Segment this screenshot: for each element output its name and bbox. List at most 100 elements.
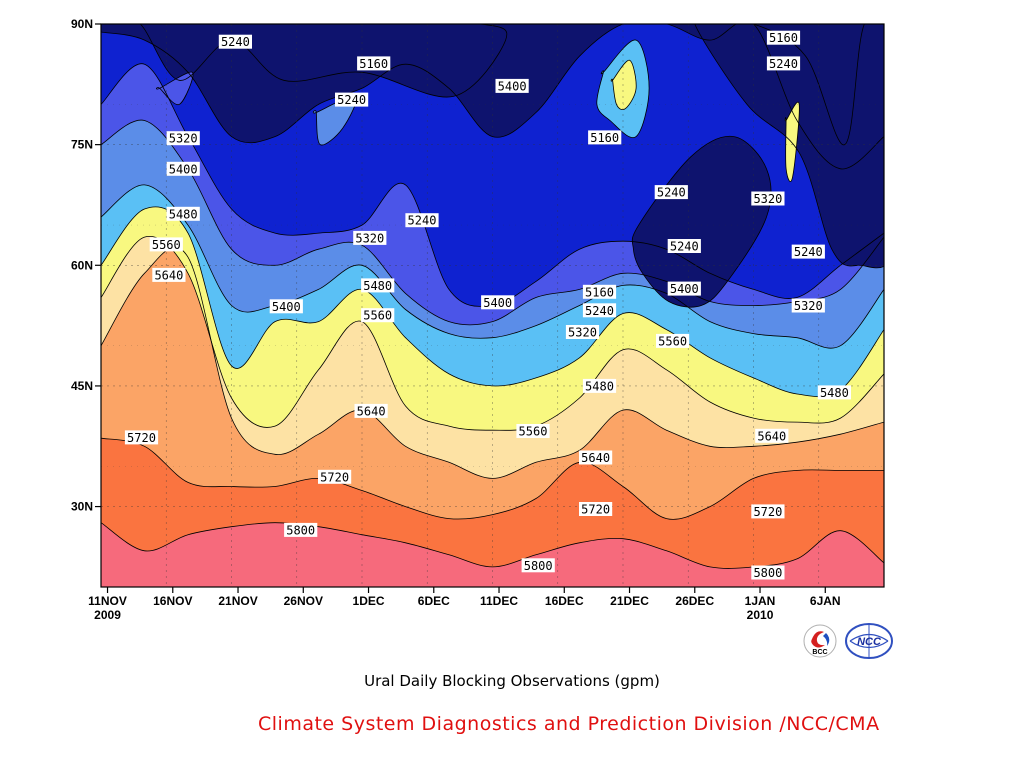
contour-label-box (667, 239, 701, 253)
contour-label: 5640 (581, 451, 610, 465)
closed-contour-line-5480 (784, 101, 800, 182)
contour-label: 5400 (670, 282, 699, 296)
closed-contour-fill-5160 (114, 24, 507, 98)
contour-line-5320 (101, 119, 884, 326)
closed-contour-line-5160 (631, 135, 772, 308)
contour-label: 5240 (337, 93, 366, 107)
contour-label-box (269, 299, 303, 314)
contour-label-box (751, 565, 785, 580)
x-tick-label: 11NOV (88, 594, 127, 608)
contour-label-box (565, 325, 600, 339)
x-tick-label: 21NOV (218, 594, 257, 608)
x-tick-label: 16NOV (153, 594, 192, 608)
contour-label-box (766, 30, 801, 45)
contour-label: 5560 (658, 334, 687, 348)
contour-label: 5400 (483, 296, 512, 310)
closed-contour-fill-5480 (611, 60, 637, 110)
contour-label-box (791, 298, 825, 313)
contour-label: 5560 (519, 425, 548, 439)
contour-label-box (481, 295, 515, 310)
contour-label-box (521, 558, 555, 573)
contour-label: 5800 (286, 523, 315, 537)
closed-contour-line-5160 (694, 24, 884, 269)
x-tick-label: 11DEC (480, 594, 518, 608)
contour-label: 5720 (581, 503, 610, 517)
contour-label-box (588, 130, 622, 145)
contour-label: 5240 (585, 304, 614, 318)
contour-label: 5160 (769, 31, 798, 45)
contour-line-5640 (101, 246, 884, 479)
closed-contour-line-5240 (156, 71, 194, 105)
contour-label: 5480 (820, 386, 849, 400)
contour-label: 5720 (320, 470, 349, 484)
contour-label-box (353, 230, 387, 245)
bcc-logo: BCC (802, 623, 838, 659)
chart-credit: Climate System Diagnostics and Predictio… (258, 713, 880, 735)
chart-title: Ural Daily Blocking Observations (gpm) (364, 672, 660, 690)
contour-label-box (318, 469, 352, 484)
contour-label: 5160 (359, 57, 388, 71)
contour-label: 5240 (408, 214, 437, 228)
contour-label-box (579, 450, 613, 465)
contour-label: 5480 (585, 379, 614, 393)
contour-label: 5320 (355, 231, 384, 245)
plot-frame (100, 23, 885, 588)
contour-label-box (766, 56, 801, 71)
y-tick-label: 75N (71, 138, 93, 152)
contour-label-box (284, 522, 318, 537)
x-tick-label: 21DEC (610, 594, 649, 608)
contour-label: 5320 (568, 326, 597, 340)
contour-label-box (579, 502, 613, 516)
contour-label: 5560 (152, 238, 181, 252)
contour-label: 5480 (169, 207, 198, 221)
contour-label: 5800 (524, 559, 553, 573)
contour-label: 5240 (769, 57, 798, 71)
contour-label: 5640 (357, 404, 386, 418)
contour-label-box (817, 385, 851, 400)
contour-label-box (361, 278, 395, 293)
contour-label-box (495, 78, 529, 93)
contour-label-box (755, 428, 789, 443)
contour-label-box (149, 237, 183, 252)
ncc-logo: NCC (844, 622, 894, 660)
contour-label-box (166, 131, 200, 146)
contour-label-box (667, 281, 701, 296)
contour-label: 5640 (154, 268, 183, 282)
x-tick-label: 16DEC (545, 594, 584, 608)
closed-contour-line-5480 (610, 59, 637, 110)
contour-labels: 5240 5160 5240 5400 5160 5240 5160 5240 5320 5320… (124, 30, 851, 580)
contour-label-box (654, 185, 688, 200)
contour-label: 5240 (221, 35, 250, 49)
contour-label-box (166, 206, 200, 221)
x-tick-label: 26DEC (675, 594, 714, 608)
contour-label-box (357, 56, 391, 71)
contour-label-box (751, 504, 785, 519)
x-tick-year-label: 2009 (94, 608, 121, 622)
contour-label: 5720 (127, 431, 156, 445)
x-tick-label: 26NOV (284, 594, 323, 608)
contour-line-5560 (101, 236, 884, 431)
closed-contour-fill-5480 (785, 102, 800, 182)
contour-label: 5320 (794, 299, 823, 313)
contour-label-box (751, 191, 785, 206)
contour-label-box (218, 34, 252, 49)
contour-label-box (405, 213, 439, 228)
contour-label: 5400 (498, 79, 527, 93)
y-tick-label: 45N (71, 379, 93, 393)
contour-label: 5240 (670, 240, 699, 254)
contour-label-box (335, 92, 369, 107)
closed-contour-fill-5320 (313, 96, 357, 146)
y-tick-label: 90N (71, 17, 93, 31)
contour-label-box (582, 303, 617, 318)
contour-label-box (152, 267, 186, 282)
contour-label-box (656, 333, 690, 348)
contour-label: 5640 (757, 429, 786, 443)
contour-label-box (582, 284, 617, 299)
contour-label-box (166, 161, 200, 176)
contour-label: 5160 (585, 285, 614, 299)
contour-label: 5560 (363, 309, 392, 323)
contour-label: 5240 (657, 186, 686, 200)
y-tick-label: 30N (71, 500, 93, 514)
contour-label: 5320 (169, 132, 198, 146)
